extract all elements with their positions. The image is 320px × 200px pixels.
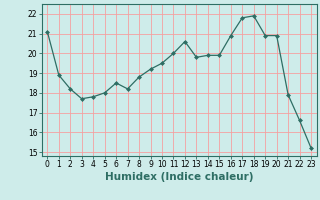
- X-axis label: Humidex (Indice chaleur): Humidex (Indice chaleur): [105, 172, 253, 182]
